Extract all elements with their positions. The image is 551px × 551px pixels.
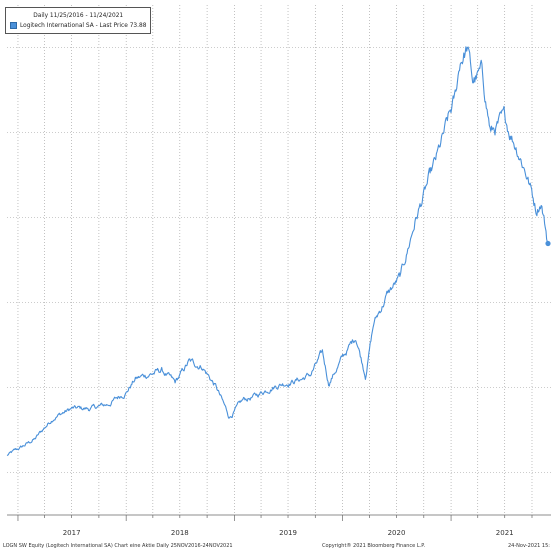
chart-legend: Daily 11/25/2016 - 11/24/2021 Logitech I… — [5, 7, 152, 34]
x-axis-labels: 2017 2018 2019 2020 2021 — [63, 529, 514, 537]
x-tick-label: 2021 — [496, 529, 514, 537]
legend-series-label: Logitech International SA - Last Price 7… — [20, 21, 147, 29]
x-tick-label: 2017 — [63, 529, 81, 537]
vertical-gridlines — [17, 5, 533, 515]
footer-timestamp: 24-Nov-2021 15: — [508, 543, 550, 549]
price-series-line — [6, 46, 549, 456]
x-axis-ticks — [17, 515, 533, 521]
legend-series-row: Logitech International SA - Last Price 7… — [10, 20, 146, 30]
chart-footer: LOGN SW Equity (Logitech International S… — [0, 541, 551, 551]
horizontal-gridlines — [7, 47, 551, 473]
x-tick-label: 2018 — [171, 529, 189, 537]
footer-copyright: Copyright® 2021 Bloomberg Finance L.P. — [322, 543, 426, 549]
x-tick-label: 2019 — [279, 529, 297, 537]
x-tick-label: 2020 — [388, 529, 406, 537]
footer-ticker-description: LOGN SW Equity (Logitech International S… — [3, 543, 233, 549]
legend-period-label: Daily 11/25/2016 - 11/24/2021 — [33, 11, 124, 19]
plot-area — [7, 5, 544, 515]
legend-swatch — [10, 21, 17, 29]
last-price-marker — [545, 240, 551, 247]
